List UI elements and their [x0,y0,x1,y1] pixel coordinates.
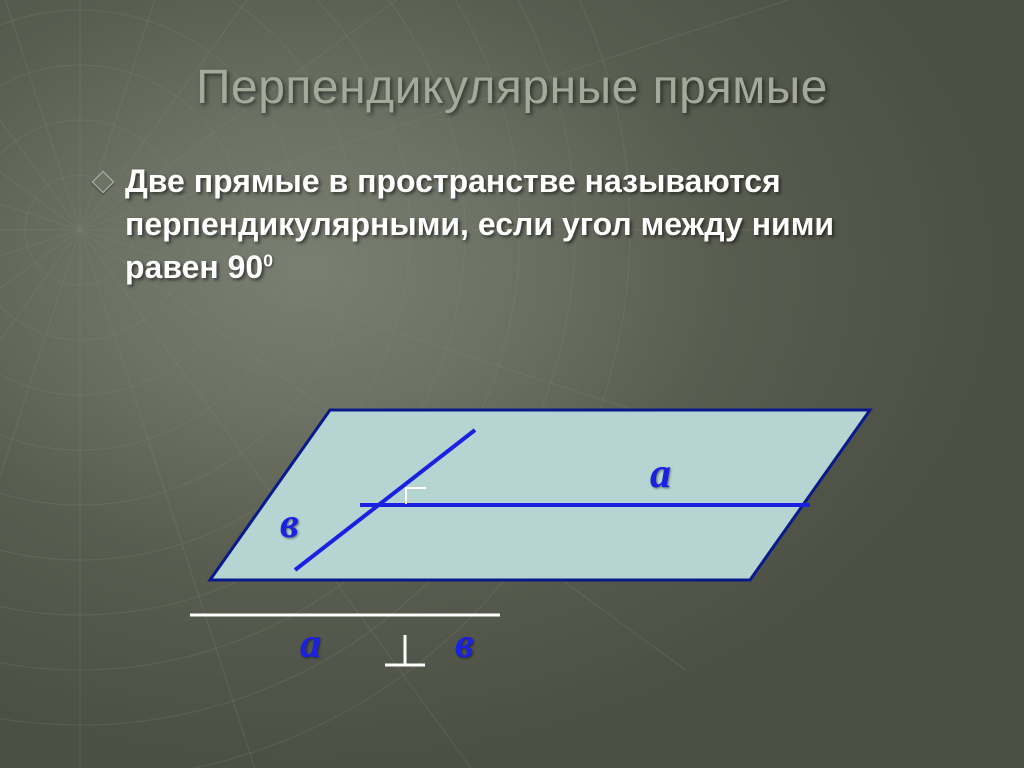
bullet-text-main: Две прямые в пространстве называются пер… [125,163,834,285]
geometry-diagram: а в а в [130,390,890,710]
degree-superscript: 0 [263,251,273,271]
label-a-bottom: а [300,620,321,668]
label-a-on-plane: а [650,450,671,498]
slide: Перпендикулярные прямые Две прямые в про… [0,0,1024,768]
bullet-item: Две прямые в пространстве называются пер… [95,160,915,290]
slide-title: Перпендикулярные прямые [0,60,1024,115]
label-b-bottom: в [455,620,474,668]
plane-parallelogram [210,410,870,580]
bullet-text: Две прямые в пространстве называются пер… [125,160,915,290]
diamond-icon [92,171,115,194]
label-b-on-plane: в [280,500,299,548]
bullet-block: Две прямые в пространстве называются пер… [95,160,915,290]
perpendicular-symbol-icon [385,635,425,665]
diagram-svg [130,390,890,710]
